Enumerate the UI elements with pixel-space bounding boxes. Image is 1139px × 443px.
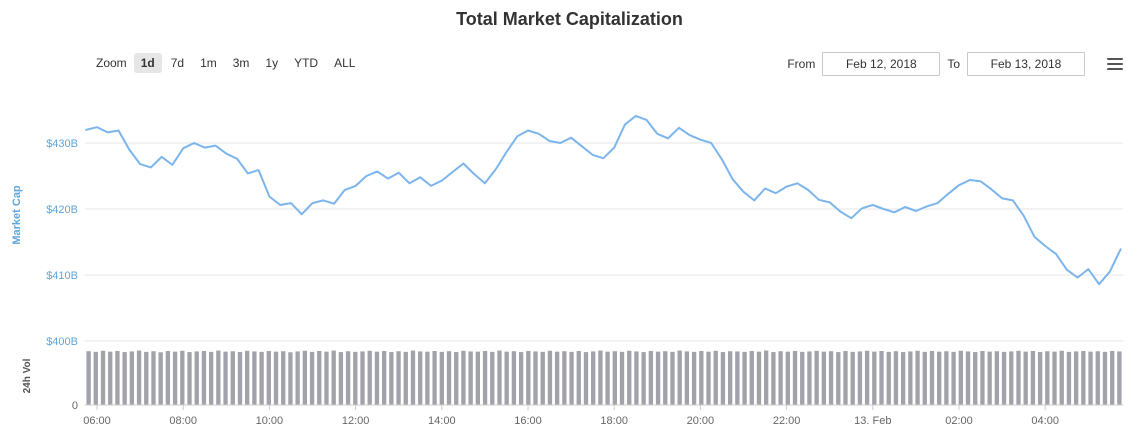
zoom-all-button[interactable]: ALL — [327, 53, 362, 73]
svg-text:$420B: $420B — [46, 204, 78, 216]
svg-text:22:00: 22:00 — [773, 415, 801, 427]
market-cap-axis-title: Market Cap — [11, 185, 23, 245]
svg-text:02:00: 02:00 — [945, 415, 973, 427]
to-label: To — [947, 57, 960, 71]
zoom-1m-button[interactable]: 1m — [193, 53, 224, 73]
from-label: From — [787, 57, 816, 71]
zoom-1y-button[interactable]: 1y — [258, 53, 285, 73]
market-cap-axis-labels: $400B $410B $420B $430B — [46, 138, 78, 348]
grid-lines — [85, 142, 1123, 342]
svg-text:12:00: 12:00 — [342, 415, 370, 427]
from-date-input[interactable] — [822, 52, 941, 76]
svg-text:08:00: 08:00 — [169, 415, 197, 427]
svg-text:20:00: 20:00 — [687, 415, 715, 427]
svg-text:$400B: $400B — [46, 336, 78, 348]
svg-text:16:00: 16:00 — [514, 415, 542, 427]
zoom-1d-button[interactable]: 1d — [133, 53, 162, 73]
svg-text:14:00: 14:00 — [428, 415, 456, 427]
volume-axis-title: 24h Vol — [22, 358, 33, 393]
to-date-input[interactable] — [967, 52, 1085, 76]
volume-axis-labels: 0 — [72, 400, 78, 412]
zoom-label: Zoom — [96, 56, 127, 70]
market-cap-chart[interactable]: $400B $410B $420B $430B 0 06:00 08:00 10:00 12:0… — [0, 80, 1139, 443]
range-selector: Zoom 1d 7d 1m 3m 1y YTD ALL — [96, 53, 362, 73]
page-title: Total Market Capitalization — [456, 9, 683, 29]
svg-text:06:00: 06:00 — [83, 415, 111, 427]
zoom-7d-button[interactable]: 7d — [164, 53, 191, 73]
svg-text:18:00: 18:00 — [600, 415, 628, 427]
svg-text:10:00: 10:00 — [256, 415, 284, 427]
svg-text:13. Feb: 13. Feb — [854, 415, 891, 427]
date-range-inputs: From To — [787, 52, 1085, 76]
zoom-ytd-button[interactable]: YTD — [287, 53, 325, 73]
zoom-3m-button[interactable]: 3m — [226, 53, 257, 73]
svg-text:$430B: $430B — [46, 138, 78, 150]
svg-text:$410B: $410B — [46, 270, 78, 282]
volume-bars — [86, 350, 1122, 405]
svg-text:0: 0 — [72, 400, 78, 412]
svg-text:04:00: 04:00 — [1031, 415, 1059, 427]
x-axis: 06:00 08:00 10:00 12:00 14:00 16:00 18:00 20:00… — [83, 404, 1123, 427]
hamburger-menu-icon[interactable] — [1107, 58, 1123, 70]
market-cap-line — [85, 114, 1122, 286]
